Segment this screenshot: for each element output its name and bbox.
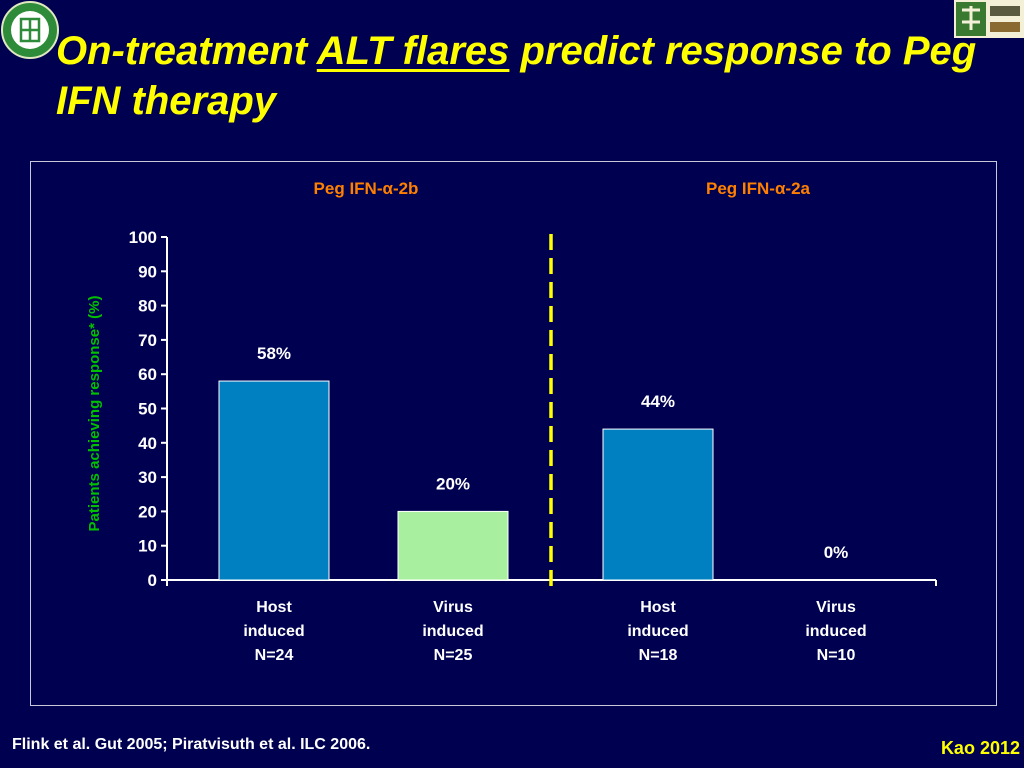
y-tick-label: 70 <box>138 331 157 350</box>
y-tick-label: 20 <box>138 502 157 521</box>
y-axis-label: Patients achieving response* (%) <box>86 296 103 532</box>
category-label: Host <box>640 599 676 616</box>
category-label: N=18 <box>639 647 678 664</box>
university-seal-logo <box>1 1 59 59</box>
group-label: Peg IFN-α-2a <box>706 179 811 198</box>
data-label: 20% <box>436 474 470 493</box>
group-label: Peg IFN-α-2b <box>314 179 419 198</box>
y-tick-label: 30 <box>138 468 157 487</box>
y-tick-label: 50 <box>138 400 157 419</box>
category-label: Virus <box>816 599 856 616</box>
chart-panel: 0 10 20 30 40 50 60 70 80 90 100 Patients achieving… <box>30 161 997 706</box>
citation: Flink et al. Gut 2005; Piratvisuth et al… <box>12 736 371 753</box>
data-label: 58% <box>257 344 291 363</box>
y-tick-label: 40 <box>138 434 157 453</box>
y-tick-label: 10 <box>138 537 157 556</box>
category-label: induced <box>243 623 304 640</box>
data-label: 0% <box>824 543 849 562</box>
data-label: 44% <box>641 392 675 411</box>
category-label: N=10 <box>817 647 856 664</box>
hospital-logo <box>954 0 1024 38</box>
title-part2: predict response to Peg IFN therapy <box>56 29 977 123</box>
category-label: Virus <box>433 599 473 616</box>
title-underlined: ALT flares <box>316 29 510 73</box>
bar <box>218 380 330 581</box>
y-tick-label: 0 <box>148 571 157 590</box>
y-tick-label: 90 <box>138 262 157 281</box>
y-tick-label: 100 <box>129 228 157 247</box>
category-label: induced <box>805 623 866 640</box>
category-label: N=25 <box>434 647 473 664</box>
category-label: N=24 <box>255 647 294 664</box>
category-label: Host <box>256 599 292 616</box>
bar-chart: 0 10 20 30 40 50 60 70 80 90 100 Patients achieving… <box>86 179 937 664</box>
slide-title: On-treatment ALT flares predict response… <box>56 26 996 126</box>
y-tick-label: 80 <box>138 297 157 316</box>
bar <box>602 428 714 581</box>
author-credit: Kao 2012 <box>940 738 1020 758</box>
title-part1: On-treatment <box>56 29 317 73</box>
category-label: induced <box>627 623 688 640</box>
bar <box>397 510 509 581</box>
y-tick-label: 60 <box>138 365 157 384</box>
category-label: induced <box>422 623 483 640</box>
